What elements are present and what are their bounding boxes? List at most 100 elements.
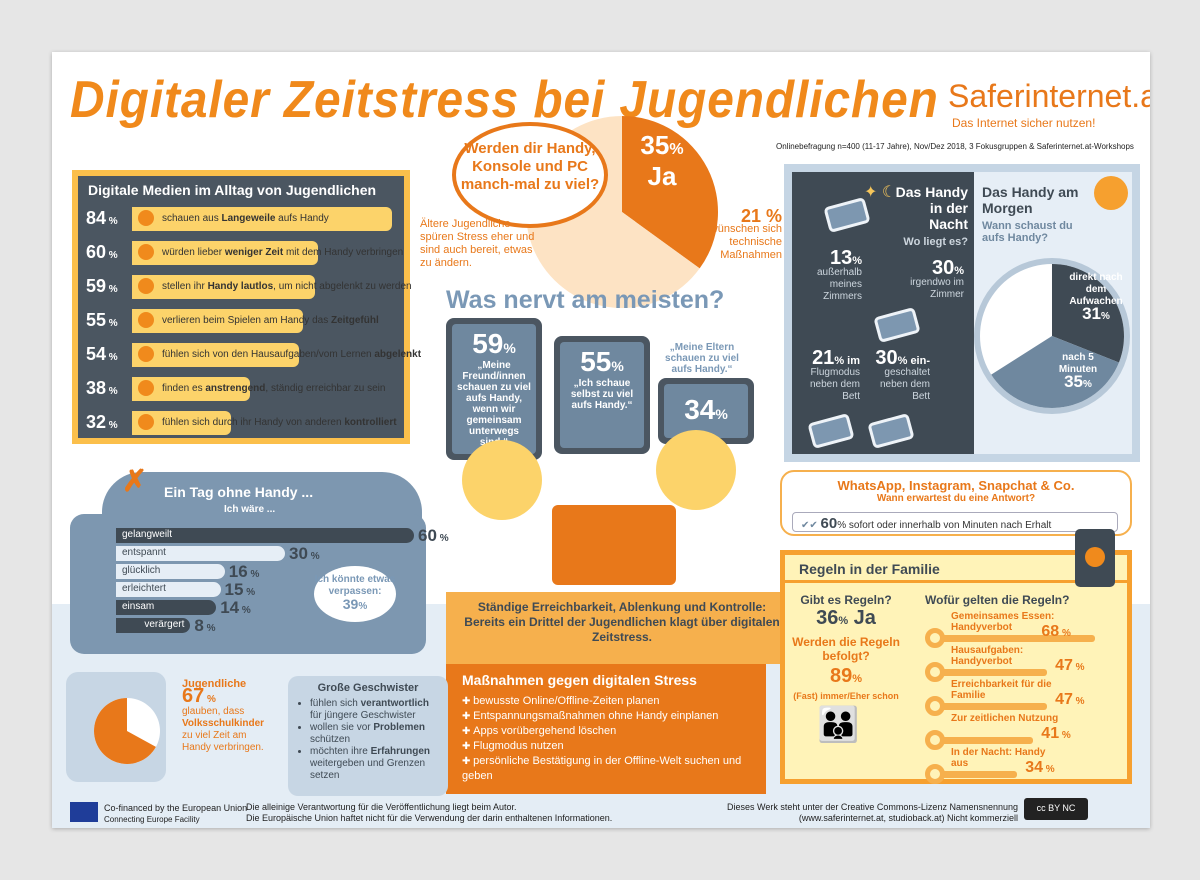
geschwister-item: möchten ihre Erfahrungen weitergeben und… — [310, 746, 436, 782]
pct: 59 — [472, 328, 504, 359]
pct-sign: % — [203, 623, 216, 634]
line: (www.saferinternet.at, studioback.at) Ni… — [798, 813, 1018, 823]
pct-sign: % — [106, 352, 118, 363]
value: 16 % — [229, 562, 260, 582]
family-icon: 👪 — [817, 706, 859, 744]
night-question: Wo liegt es? — [903, 236, 968, 248]
pct-sign: % — [106, 216, 118, 227]
text: fühlen sich von den Hausaufgaben/vom Ler… — [162, 349, 375, 360]
pct-sign: % — [106, 318, 118, 329]
pct-value: 60 — [86, 242, 107, 262]
text-bold: Volksschulkinder — [182, 718, 265, 729]
text: schauen aus — [162, 213, 222, 224]
no-phone-icon: ✗ — [122, 465, 148, 498]
sleepy-face-icon — [138, 278, 154, 294]
line: Die Europäische Union haftet nicht für d… — [246, 813, 613, 823]
gibt-es-label: Gibt es Regeln? — [800, 593, 892, 607]
text: verlieren beim Spielen am Handy das — [162, 315, 331, 326]
night-stat: 13% außerhalb meines Zimmers — [816, 247, 862, 302]
ohne-handy-bar: entspannt — [116, 546, 285, 561]
text-bold: weniger Zeit — [224, 247, 284, 258]
dizzy-face-icon — [138, 346, 154, 362]
ja-value: 35% Ja — [632, 130, 692, 192]
jugendliche-pie-chart — [93, 698, 160, 764]
medien-row: 32 % fühlen sich durch ihr Handy von ande… — [86, 410, 398, 436]
label: gelangweilt — [122, 529, 173, 540]
whatsapp-title: WhatsApp, Instagram, Snapchat & Co. — [837, 478, 1075, 493]
boy-illustration — [656, 430, 736, 510]
text: schützen — [310, 734, 351, 745]
text-bold: Zeitgefühl — [330, 315, 379, 326]
pct-sign: % — [436, 533, 449, 544]
label: verärgert — [144, 619, 185, 630]
girl-illustration — [462, 440, 542, 520]
key-icon — [925, 730, 945, 750]
tired-face-icon — [138, 380, 154, 396]
medien-bar: finden es anstrengend, ständig erreichba… — [132, 377, 385, 401]
medien-bar: schauen aus Langeweile aufs Handy — [132, 207, 393, 231]
answer-text: sofort oder innerhalb von Minuten nach E… — [848, 520, 1052, 531]
rule-key-bar: Erreichbarkeit für die Familie 47 % — [925, 679, 1125, 717]
pct: 55 % — [86, 310, 118, 331]
label: nach 5 Minuten — [1058, 352, 1098, 375]
cc-license-badge[interactable]: cc BY NC — [1024, 798, 1088, 820]
key-shaft — [939, 737, 1034, 744]
phone-icon — [873, 307, 921, 343]
pct-sign: % — [239, 605, 251, 616]
slice-label: direkt nach dem Aufwachen 31% — [1069, 272, 1123, 323]
rule-label: Zur zeitlichen Nutzung — [951, 713, 1059, 724]
label: erleichtert — [122, 583, 166, 594]
rule-label: Erreichbarkeit für die Familie — [951, 679, 1052, 701]
pie-slice-ja — [622, 116, 718, 269]
text-bold: Handy lautlos — [207, 281, 274, 292]
text: fühlen sich — [310, 698, 361, 709]
infographic: Digitaler Zeitstress bei Jugendlichen Sa… — [52, 52, 1150, 828]
key-shaft — [939, 635, 1096, 642]
tech-pct: 21 % — [740, 206, 782, 226]
key-icon — [925, 696, 945, 716]
key-shaft — [939, 771, 1018, 778]
massnahme-item: persönliche Bestätigung in der Offline-W… — [462, 754, 750, 783]
eu-flag-icon — [70, 802, 98, 822]
pct: 47 — [1055, 657, 1073, 674]
pct: 15 — [224, 580, 244, 599]
text: möchten ihre — [310, 746, 371, 757]
rule-label: Hausaufgaben: Handyverbot — [951, 645, 1024, 667]
befolgt-label: Werden die Regeln befolgt? — [792, 635, 900, 663]
rule-label: Gemeinsames Essen: Handyverbot — [951, 611, 1055, 633]
medien-bar: verlieren beim Spielen am Handy das Zeit… — [132, 309, 379, 333]
pct-value: 32 — [86, 412, 107, 432]
pct: 30 — [289, 544, 308, 563]
rule-value: 47 % — [1055, 691, 1084, 709]
value: 30 % — [289, 544, 320, 564]
pct-value: 84 — [86, 208, 107, 228]
massnahme-item: bewusste Online/Offline-Zeiten planen — [462, 694, 750, 709]
text: für jüngere Geschwister — [310, 710, 416, 721]
label: einsam — [122, 601, 155, 612]
pct: 68 — [1041, 623, 1060, 640]
text: weitergeben und Grenzen setzen — [310, 758, 426, 781]
title: Jugendliche — [182, 678, 247, 690]
geschwister-item: wollen sie vor Problemen schützen — [310, 722, 436, 746]
line: Dieses Werk steht unter der Creative Com… — [727, 802, 1018, 812]
rule-key-bar: Gemeinsames Essen: Handyverbot 68 % — [925, 611, 1125, 649]
morning-section: Das Handy am Morgen Wann schaust du aufs… — [974, 172, 1132, 454]
speech-bubble-question: Werden dir Handy, Konsole und PC manch-m… — [452, 122, 608, 228]
handy-nacht-morgen-panel: ✦ ☾ Das Handy in der Nacht Wo liegt es? … — [784, 164, 1140, 462]
pct-sign: % — [247, 569, 260, 580]
rule-key-bar: In der Nacht: Handy aus 34 % — [925, 747, 1125, 785]
text: wollen sie vor — [310, 722, 374, 733]
pct-value: 55 — [86, 310, 107, 330]
pct: 30 — [875, 347, 898, 369]
medien-bar: fühlen sich von den Hausaufgaben/vom Ler… — [132, 343, 421, 367]
rule-label: In der Nacht: Handy aus — [951, 747, 1046, 769]
bored-face-icon — [138, 210, 154, 226]
value: 14 % — [220, 598, 251, 618]
regeln-panel: Regeln in der Familie Gibt es Regeln? 36… — [780, 529, 1132, 785]
ohne-handy-bar: verärgert — [116, 618, 191, 633]
pct: 16 — [228, 562, 248, 581]
pct-sign: % — [106, 250, 118, 261]
double-check-icon: ✔✔ — [801, 520, 818, 531]
pct: 30 — [931, 257, 955, 279]
rule-value: 68 % — [1041, 623, 1070, 641]
